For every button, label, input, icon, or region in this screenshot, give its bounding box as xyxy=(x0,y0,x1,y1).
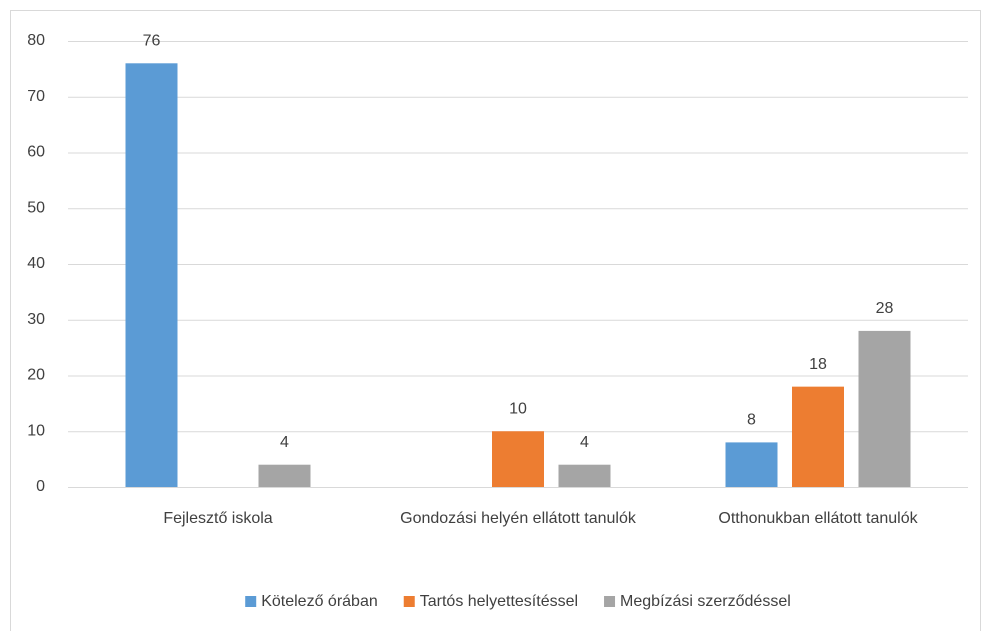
y-tick-label: 80 xyxy=(27,32,45,49)
y-tick-label: 0 xyxy=(36,478,45,495)
bar xyxy=(858,330,911,487)
bar xyxy=(492,431,544,487)
legend-item: Kötelező órában xyxy=(245,593,378,610)
data-label: 76 xyxy=(143,33,161,50)
y-tick-label: 40 xyxy=(27,255,45,272)
legend-swatch xyxy=(403,596,415,607)
x-tick-label: Fejlesztő iskola xyxy=(163,510,272,527)
bar xyxy=(725,442,778,487)
data-label: 8 xyxy=(747,412,756,429)
y-tick-label: 10 xyxy=(27,422,45,439)
legend-swatch xyxy=(245,596,257,607)
x-tick-label: Gondozási helyén ellátott tanulók xyxy=(400,510,637,527)
y-tick-label: 30 xyxy=(27,311,45,328)
y-tick-label: 50 xyxy=(27,199,45,216)
legend-label: Megbízási szerződéssel xyxy=(620,593,791,610)
data-label: 18 xyxy=(809,356,827,373)
legend-swatch xyxy=(604,596,616,607)
y-tick-label: 20 xyxy=(27,367,45,384)
legend-item: Tartós helyettesítéssel xyxy=(403,593,578,610)
legend-label: Kötelező órában xyxy=(261,593,378,610)
legend-item: Megbízási szerződéssel xyxy=(604,593,791,610)
bar xyxy=(125,63,178,488)
bar xyxy=(258,464,311,487)
data-label: 4 xyxy=(280,434,289,451)
y-tick-label: 60 xyxy=(27,144,45,161)
data-label: 10 xyxy=(509,400,527,417)
data-label: 28 xyxy=(876,300,894,317)
data-label: 4 xyxy=(580,434,589,451)
bar xyxy=(792,386,844,487)
bar xyxy=(558,464,611,487)
legend-label: Tartós helyettesítéssel xyxy=(420,593,578,610)
x-tick-label: Otthonukban ellátott tanulók xyxy=(718,510,918,527)
y-tick-label: 70 xyxy=(27,88,45,105)
